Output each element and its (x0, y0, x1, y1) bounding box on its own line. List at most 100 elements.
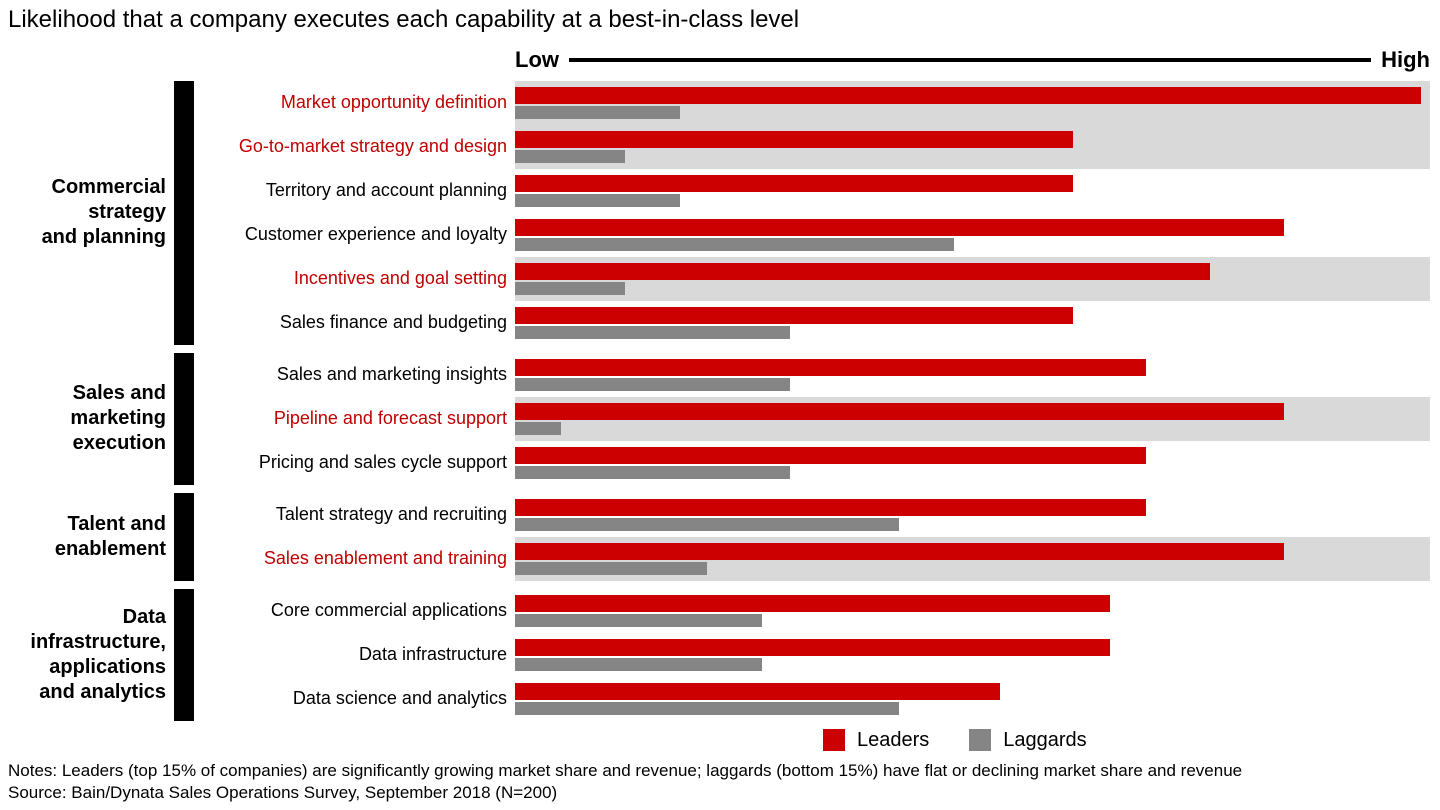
legend-swatch (969, 729, 992, 752)
group-rows: Sales and marketing insights Pipeline and… (194, 353, 1430, 485)
laggards-bar (515, 377, 790, 391)
capability-row: Sales enablement and training (194, 536, 1430, 581)
legend-item: Leaders (823, 729, 929, 752)
laggards-bar (515, 193, 680, 207)
capability-label: Pipeline and forecast support (273, 408, 507, 429)
capability-label: Market opportunity definition (280, 92, 507, 113)
bar-area (515, 396, 1430, 441)
legend-label: Laggards (1003, 728, 1087, 751)
laggards-bar (515, 237, 955, 251)
capability-row: Pricing and sales cycle support (194, 441, 1430, 485)
group-bracket-bar (174, 352, 194, 485)
capability-row: Incentives and goal setting (194, 256, 1430, 301)
axis-high-label: High (1381, 46, 1430, 72)
leaders-bar (515, 130, 1074, 148)
group-rows: Core commercial applications Data infrast… (194, 589, 1430, 721)
capability-label: Territory and account planning (265, 180, 507, 201)
bar-area (515, 124, 1430, 169)
leaders-bar (515, 402, 1284, 420)
capability-group: Commercial strategy and planning Market o… (8, 80, 1430, 345)
laggards-bar (515, 105, 680, 119)
bar-area (515, 80, 1430, 125)
groups-container: Commercial strategy and planning Market o… (8, 80, 1430, 721)
group-label: Commercial strategy and planning (41, 176, 166, 249)
capability-row: Talent strategy and recruiting (194, 493, 1430, 537)
leaders-bar (515, 594, 1110, 612)
leaders-bar (515, 86, 1421, 104)
leaders-bar (515, 358, 1147, 376)
group-rows: Market opportunity definition Go-to-marke… (194, 80, 1430, 345)
laggards-bar (515, 613, 763, 627)
leaders-bar (515, 446, 1147, 464)
laggards-bar (515, 465, 790, 479)
group-bracket-bar (174, 588, 194, 721)
group-bracket-bar (174, 80, 194, 345)
legend-swatch (823, 729, 845, 752)
leaders-bar (515, 682, 1000, 700)
capability-label: Core commercial applications (270, 600, 507, 621)
capability-row: Sales finance and budgeting (194, 301, 1430, 345)
legend-item: Laggards (969, 728, 1087, 752)
capability-row: Pipeline and forecast support (194, 396, 1430, 441)
capability-row: Sales and marketing insights (194, 353, 1430, 397)
leaders-bar (515, 174, 1074, 192)
group-rows: Talent strategy and recruiting Sales enab… (194, 493, 1430, 581)
bar-area (515, 536, 1430, 581)
capability-row: Data science and analytics (194, 677, 1430, 721)
capability-group: Talent and enablement Talent strategy and… (8, 492, 1430, 581)
laggards-bar (515, 325, 790, 339)
leaders-bar (515, 218, 1284, 236)
group-bracket-bar (174, 492, 194, 581)
laggards-bar (515, 561, 708, 575)
capability-row: Core commercial applications (194, 589, 1430, 633)
axis-low-label: Low (515, 46, 559, 72)
bar-area (515, 493, 1430, 537)
bar-area (515, 441, 1430, 485)
capability-row: Data infrastructure (194, 633, 1430, 677)
leaders-bar (515, 262, 1211, 280)
capability-row: Territory and account planning (194, 169, 1430, 213)
group-label: Talent and enablement (54, 512, 166, 560)
bar-area (515, 301, 1430, 345)
laggards-bar (515, 149, 625, 163)
capability-label: Customer experience and loyalty (244, 224, 507, 245)
capability-group: Data infrastructure, applications and an… (8, 588, 1430, 721)
capability-label: Go-to-market strategy and design (238, 136, 507, 157)
capability-row: Go-to-market strategy and design (194, 124, 1430, 169)
source-text: Source: Bain/Dynata Sales Operations Sur… (8, 783, 558, 803)
leaders-bar (515, 542, 1284, 560)
group-label: Sales and marketing execution (70, 382, 166, 455)
legend: Leaders Laggards (823, 729, 1430, 752)
capability-label: Data infrastructure (358, 644, 507, 665)
laggards-bar (515, 657, 763, 671)
capability-label: Sales and marketing insights (276, 364, 507, 385)
bar-area (515, 256, 1430, 301)
bar-area (515, 589, 1430, 633)
leaders-bar (515, 498, 1147, 516)
capability-label: Data science and analytics (292, 688, 507, 709)
capability-label: Incentives and goal setting (293, 268, 507, 289)
capability-row: Market opportunity definition (194, 80, 1430, 125)
footnotes: Notes: Leaders (top 15% of companies) ar… (8, 760, 1430, 805)
bar-area (515, 169, 1430, 213)
laggards-bar (515, 701, 900, 715)
bar-area (515, 677, 1430, 721)
capability-group: Sales and marketing execution Sales and m… (8, 352, 1430, 485)
bar-area (515, 633, 1430, 677)
laggards-bar (515, 281, 625, 295)
capability-label: Pricing and sales cycle support (258, 452, 507, 473)
notes-text: Notes: Leaders (top 15% of companies) ar… (8, 760, 1243, 780)
capability-label: Sales enablement and training (263, 548, 507, 569)
capability-label: Talent strategy and recruiting (275, 504, 507, 525)
group-label: Data infrastructure, applications and an… (30, 605, 166, 703)
leaders-bar (515, 306, 1074, 324)
capability-row: Customer experience and loyalty (194, 213, 1430, 257)
bar-area (515, 213, 1430, 257)
axis-line (569, 57, 1372, 62)
bar-area (515, 353, 1430, 397)
chart-title: Likelihood that a company executes each … (8, 6, 800, 33)
capability-label: Sales finance and budgeting (279, 312, 507, 333)
axis: Low High (515, 47, 1430, 73)
legend-label: Leaders (857, 728, 930, 751)
